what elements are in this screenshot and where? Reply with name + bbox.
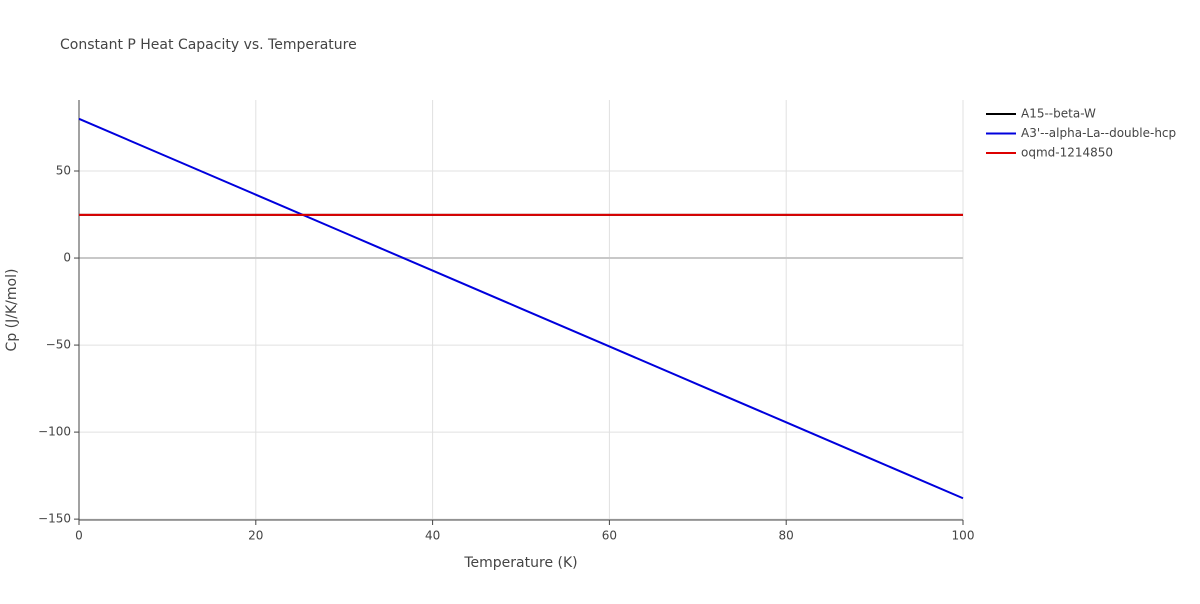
x-tick-label: 60 [602, 529, 617, 543]
y-tick-label: −100 [38, 425, 71, 439]
x-tick-label: 40 [425, 529, 440, 543]
legend-label: oqmd-1214850 [1021, 146, 1113, 160]
chart-title: Constant P Heat Capacity vs. Temperature [60, 37, 357, 53]
x-tick-label: 100 [952, 529, 975, 543]
y-tick-label: 50 [56, 164, 71, 178]
y-tick-label: −50 [46, 338, 71, 352]
y-axis-title: Cp (J/K/mol) [4, 269, 20, 352]
series-line [78, 117, 964, 500]
x-tick-label: 20 [248, 529, 263, 543]
y-tick-label: 0 [63, 251, 71, 265]
x-tick-label: 0 [75, 529, 83, 543]
legend-label: A15--beta-W [1021, 107, 1096, 121]
legend-label: A3'--alpha-La--double-hcp [1021, 126, 1176, 140]
x-axis-title: Temperature (K) [463, 555, 577, 571]
y-tick-label: −150 [38, 512, 71, 526]
x-tick-label: 80 [779, 529, 794, 543]
